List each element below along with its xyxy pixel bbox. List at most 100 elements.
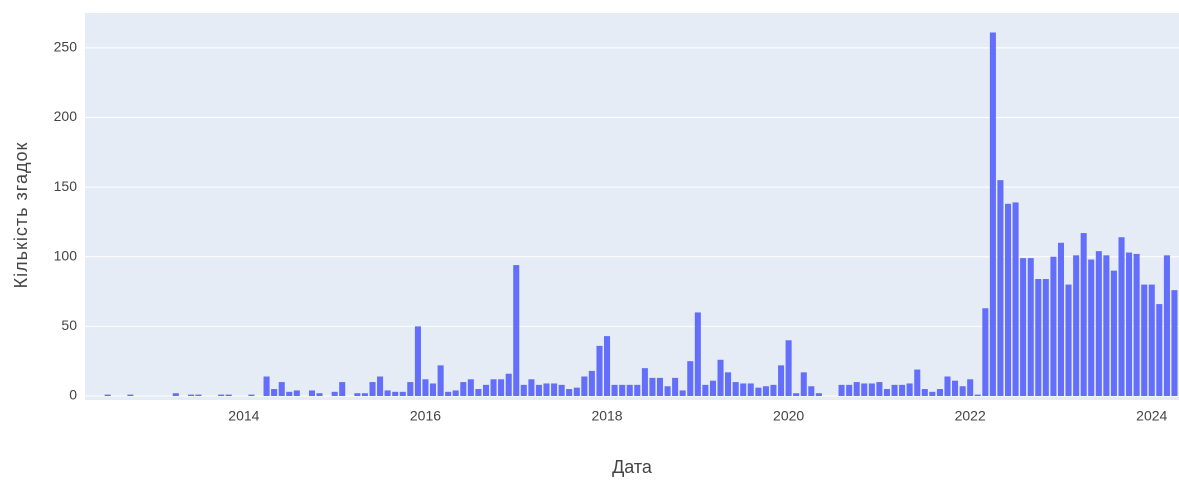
bar [172,393,179,396]
y-tick-label: 0 [69,387,77,403]
bar [535,384,542,396]
bar [513,265,520,396]
bar [467,379,474,396]
bar [1042,279,1049,396]
y-tick-label: 200 [54,108,78,124]
bar [747,383,754,396]
x-tick-label: 2018 [591,408,622,424]
bar [1103,255,1110,396]
bar [755,387,762,396]
x-axis-title: Дата [612,457,653,477]
bar [868,383,875,396]
bar [861,383,868,396]
bar [551,383,558,396]
bar [520,384,527,396]
bar [498,379,505,396]
bar [876,382,883,396]
bar [354,393,361,396]
bar [936,389,943,396]
bar [187,394,194,396]
bar [619,384,626,396]
bar [1088,259,1095,396]
bar [429,383,437,396]
bar [853,382,860,396]
bar [286,391,293,396]
bar [944,376,951,396]
bar [1073,255,1080,396]
bar [1050,256,1057,396]
bar [225,394,232,396]
bar [679,390,686,396]
bar [1080,233,1087,396]
bar [974,394,981,396]
y-tick-label: 100 [54,247,78,263]
y-tick-label: 250 [54,39,78,55]
x-tick-label: 2016 [410,408,441,424]
bar [717,359,724,396]
bar [475,389,482,396]
bar [914,369,921,396]
bar [808,386,815,396]
bar [392,391,399,396]
bar [1012,202,1019,396]
bar [951,380,959,396]
bar [649,377,656,396]
y-tick-label: 50 [61,317,77,333]
bar [490,379,497,396]
bar [581,376,588,396]
bar [604,336,611,396]
bar [634,384,641,396]
x-tick-label: 2022 [955,408,986,424]
bar [762,386,769,396]
bar [308,390,315,396]
bar [921,389,928,396]
bar [1005,203,1012,396]
bar [1095,251,1102,396]
bar [626,384,633,396]
bar [278,382,285,396]
bar [997,180,1004,396]
bar [702,384,709,396]
bar [664,386,671,396]
bar [611,384,618,396]
bar [1141,284,1148,396]
bar [770,384,777,396]
x-tick-label: 2024 [1136,408,1167,424]
bar [641,368,648,396]
bar [778,365,785,396]
bar [1110,270,1117,396]
bar [1156,304,1163,396]
bar [899,384,906,396]
bar [558,384,565,396]
bar [906,383,913,396]
bar [656,377,663,396]
bar [1027,258,1034,396]
bar [543,383,550,396]
bar [929,391,936,396]
bar [588,370,595,396]
bar [452,390,459,396]
bar [1065,284,1072,396]
bar [316,393,323,396]
bar [460,382,467,396]
bar [1163,255,1170,396]
bar [846,384,853,396]
bar [596,345,603,396]
bar [1057,242,1065,396]
bar [891,384,898,396]
bar [339,382,346,396]
bar [709,380,717,396]
bar [369,382,376,396]
bar [377,376,384,396]
bar [414,326,421,396]
bar [982,308,989,396]
bar [1035,279,1042,396]
bar [566,389,573,396]
y-tick-label: 150 [54,178,78,194]
bar [967,379,974,396]
plot-background [85,13,1179,400]
bar [399,391,406,396]
bar [331,391,338,396]
bar [989,32,996,397]
